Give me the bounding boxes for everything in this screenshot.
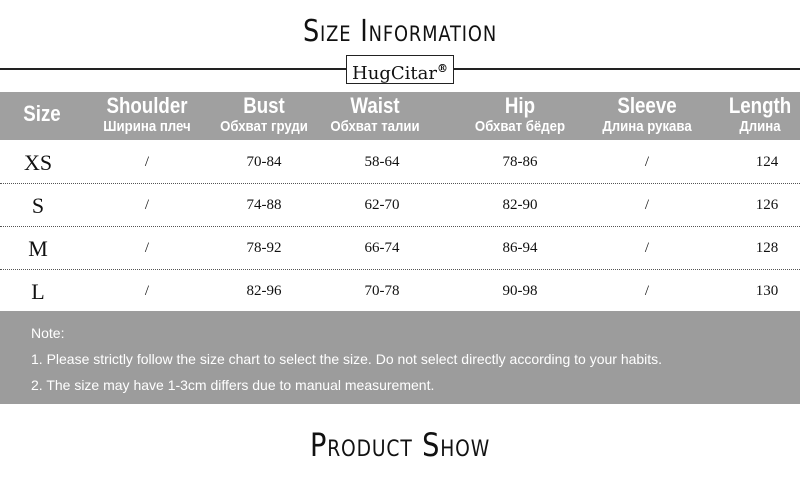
divider <box>0 68 346 70</box>
column-header-en: Sleeve <box>617 93 677 118</box>
column-header-ru: Обхват груди <box>220 118 308 135</box>
note-line: 1. Please strictly follow the size chart… <box>31 351 663 367</box>
table-cell: 124 <box>755 154 779 170</box>
column-header-en: Waist <box>350 93 400 118</box>
column-header-en: Hip <box>504 93 536 118</box>
product-show-title: Product Show <box>309 426 491 464</box>
table-cell: 70-78 <box>364 283 400 299</box>
table-row: XS / 70-84 58-64 78-86 / 124 <box>0 142 800 184</box>
column-header-sleeve: Sleeve Длина рукава <box>596 93 698 136</box>
table-cell: / <box>144 154 150 170</box>
table-cell: / <box>644 240 650 256</box>
column-header-ru: Длина <box>739 118 781 135</box>
column-header-size: Size <box>20 102 64 126</box>
table-cell: / <box>144 240 150 256</box>
table-cell: 78-86 <box>502 154 538 170</box>
table-cell: 86-94 <box>502 240 538 256</box>
table-cell: 82-96 <box>246 283 282 299</box>
table-cell: 126 <box>755 197 779 213</box>
column-header-bust: Bust Обхват груди <box>214 93 314 136</box>
table-cell: 82-90 <box>502 197 538 213</box>
column-header-shoulder: Shoulder Ширина плеч <box>97 93 196 136</box>
column-header-ru: Ширина плеч <box>103 118 191 135</box>
table-cell: / <box>644 283 650 299</box>
table-header: Size Shoulder Ширина плеч Bust Обхват груди W… <box>0 92 800 140</box>
column-header-length: Length Длина <box>723 93 796 136</box>
table-cell: 70-84 <box>246 154 282 170</box>
table-cell: 74-88 <box>246 197 282 213</box>
column-header-hip: Hip Обхват бёдер <box>469 93 571 136</box>
table-cell: 66-74 <box>364 240 400 256</box>
table-row: S / 74-88 62-70 82-90 / 126 <box>0 185 800 227</box>
column-header-ru: Обхват бёдер <box>474 118 566 135</box>
table-cell: 130 <box>755 283 779 299</box>
note-label: Note: <box>31 325 65 341</box>
brand-logo: HugCitar® <box>346 55 454 84</box>
note-box: Note: 1. Please strictly follow the size… <box>0 311 800 404</box>
table-cell: 128 <box>755 240 779 256</box>
table-cell: 58-64 <box>364 154 400 170</box>
column-header-en: Bust <box>243 93 285 118</box>
column-header-waist: Waist Обхват талии <box>324 93 425 136</box>
column-header-ru: Длина рукава <box>602 118 692 135</box>
column-header-en: Size <box>23 101 61 126</box>
size-label: XS <box>23 150 53 175</box>
size-label: S <box>31 193 45 218</box>
note-line: 2. The size may have 1-3cm differs due t… <box>31 377 435 393</box>
column-header-en: Length <box>728 93 792 118</box>
size-label: L <box>31 279 45 304</box>
column-header-en: Shoulder <box>106 93 188 118</box>
table-cell: 90-98 <box>502 283 538 299</box>
table-row: M / 78-92 66-74 86-94 / 128 <box>0 228 800 270</box>
table-cell: / <box>144 197 150 213</box>
size-information-title: Size Information <box>302 14 498 49</box>
table-cell: / <box>644 154 650 170</box>
column-header-ru: Обхват талии <box>330 118 420 135</box>
table-cell: 78-92 <box>246 240 282 256</box>
divider <box>454 68 800 70</box>
table-cell: / <box>144 283 150 299</box>
table-cell: / <box>644 197 650 213</box>
size-label: M <box>28 236 48 261</box>
table-cell: 62-70 <box>364 197 400 213</box>
table-row: L / 82-96 70-78 90-98 / 130 <box>0 271 800 313</box>
